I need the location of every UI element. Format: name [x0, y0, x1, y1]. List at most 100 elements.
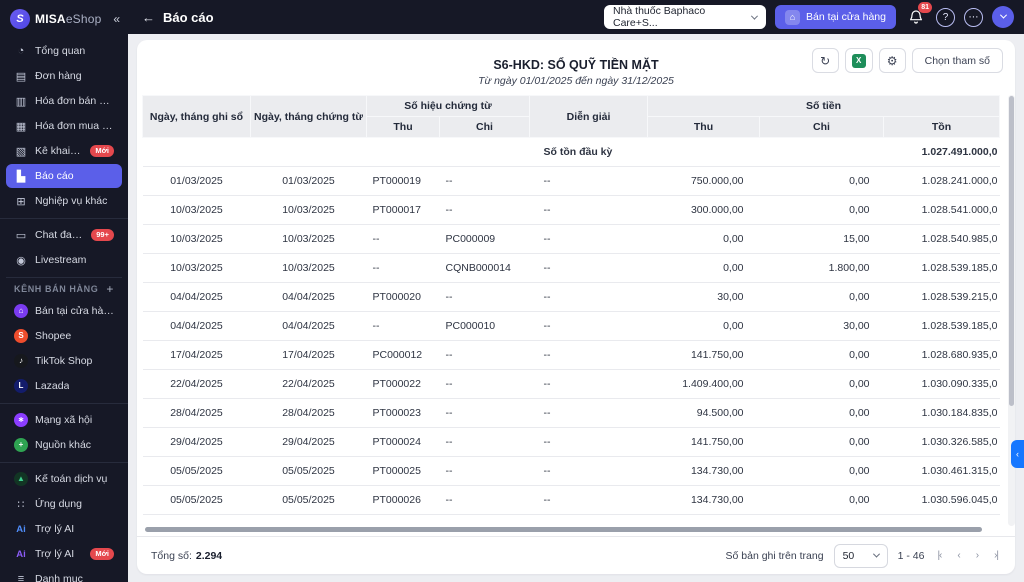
sidebar-item-label: Nghiệp vụ khác — [35, 195, 108, 207]
horizontal-scrollbar[interactable] — [145, 527, 999, 533]
back-arrow-icon[interactable]: ← — [142, 9, 155, 25]
livestream-icon: ◉ — [16, 254, 26, 267]
sidebar-item-nguon-khac[interactable]: + Nguồn khác — [6, 433, 122, 457]
per-page-select[interactable]: 50 — [833, 543, 888, 568]
first-page-button[interactable]: |‹ — [937, 550, 942, 561]
question-icon: ? — [942, 11, 949, 23]
sidebar-item-label: Mạng xã hội — [35, 414, 93, 426]
col-doc-number: Số hiệu chứng từ — [365, 95, 531, 117]
help-button[interactable]: ? — [936, 7, 955, 27]
sidebar-item-label: Hóa đơn mua hàng — [35, 120, 114, 132]
badge: Mới — [90, 548, 114, 560]
brand-bold: MISA — [35, 12, 66, 26]
table-row[interactable]: 10/03/2025 10/03/2025 -- PC000009 -- 0,00 15,0… — [142, 224, 1000, 254]
report-card: ↻ X ⚙ Chọn tham số S6-HKD: SỔ QUỸ TIỀN M… — [137, 40, 1015, 574]
choose-parameters-button[interactable]: Chọn tham số — [911, 48, 1003, 73]
sidebar-group: ⌂ Bán tại cửa hàng S Shopee ♪ TikTok Shop L Laz… — [0, 297, 128, 400]
total-label: Tổng số: — [151, 549, 192, 562]
table-row[interactable]: 10/03/2025 10/03/2025 -- CQNB000014 -- 0,00 1.… — [142, 253, 1000, 283]
sidebar-item-livestream[interactable]: ◉ Livestream — [6, 248, 122, 272]
gear-icon: ⚙ — [886, 53, 898, 68]
sidebar-item-lazada[interactable]: L Lazada — [6, 374, 122, 398]
table-row[interactable]: 10/03/2025 10/03/2025 PT000017 -- -- 300.000,… — [142, 195, 1000, 225]
next-page-button[interactable]: › — [975, 550, 979, 561]
table-row[interactable]: 28/04/2025 28/04/2025 PT000023 -- -- 94.500,0… — [142, 398, 1000, 428]
report-subtitle: Từ ngày 01/01/2025 đến ngày 31/12/2025 — [478, 75, 674, 87]
col-doc-chi: Chi — [438, 116, 531, 138]
table-row[interactable]: 04/04/2025 04/04/2025 -- PC000010 -- 0,00 30,0… — [142, 311, 1000, 341]
sidebar-group: ▭ Chat đa kênh 99+ ◉ Livestream — [0, 218, 128, 274]
sidebar-item-label: Kê khai thuế — [35, 145, 83, 157]
table-row[interactable]: 01/03/2025 01/03/2025 PT000019 -- -- 750.000,… — [142, 166, 1000, 196]
sidebar-group: ∗ Mạng xã hội + Nguồn khác — [0, 403, 128, 459]
page-title: Báo cáo — [163, 9, 214, 25]
sell-at-store-button[interactable]: ⌂ Bán tại cửa hàng — [774, 5, 896, 29]
add-channel-button[interactable]: + — [106, 282, 114, 296]
sidebar-item-label: Trợ lý AI — [35, 548, 75, 560]
sidebar-item-bao-cao[interactable]: ▙ Báo cáo — [6, 164, 122, 188]
vertical-scrollbar[interactable] — [1008, 95, 1015, 526]
sidebar-item-label: Danh mục — [35, 573, 83, 582]
purchase-invoice-icon: ▦ — [15, 120, 27, 133]
sidebar-item-don-hang[interactable]: ▤ Đơn hàng — [6, 64, 122, 88]
sidebar-item-nghiep-vu-khac[interactable]: ⊞ Nghiệp vụ khác — [6, 189, 122, 213]
vertical-scrollbar-thumb[interactable] — [1009, 96, 1014, 407]
sidebar-item-danh-muc[interactable]: ≡ Danh mục — [6, 567, 122, 582]
horizontal-scrollbar-thumb[interactable] — [145, 527, 982, 532]
chevron-down-icon — [872, 550, 880, 558]
last-page-button[interactable]: ›| — [994, 550, 999, 561]
sidebar-item-hoa-don-mua-hang[interactable]: ▦ Hóa đơn mua hàng — [6, 114, 122, 138]
sidebar-collapse-icon[interactable]: « — [113, 12, 120, 26]
apps-grid-icon: ∷ — [17, 498, 25, 511]
profile-menu-button[interactable] — [992, 6, 1014, 28]
export-excel-button[interactable]: X — [844, 48, 873, 73]
sidebar-item-label: Đơn hàng — [35, 70, 82, 82]
table-row[interactable]: 05/05/2025 05/05/2025 PT000025 -- -- 134.730,… — [142, 456, 1000, 486]
sidebar-item-label: Chat đa kênh — [35, 229, 84, 241]
sell-at-store-label: Bán tại cửa hàng — [805, 11, 886, 23]
sidebar-item-tro-ly-ai-2[interactable]: Ai Trợ lý AI Mới — [6, 542, 122, 566]
brand-name: MISAeShop — [35, 12, 102, 26]
sidebar-item-shopee[interactable]: S Shopee — [6, 324, 122, 348]
table-header: Ngày, tháng ghi sổ Ngày, tháng chứng từ … — [142, 95, 1000, 138]
excel-icon: X — [851, 53, 866, 68]
refresh-button[interactable]: ↻ — [811, 48, 839, 73]
sidebar-section-header: KÊNH BÁN HÀNG + — [6, 277, 122, 297]
store-select[interactable]: Nhà thuốc Baphaco Care+S... — [603, 5, 766, 29]
table-row[interactable]: 17/04/2025 17/04/2025 PC000012 -- -- 141.750,… — [142, 340, 1000, 370]
sidebar-item-tiktok-shop[interactable]: ♪ TikTok Shop — [6, 349, 122, 373]
total-value: 2.294 — [195, 549, 223, 562]
table-row[interactable]: 29/04/2025 29/04/2025 PT000024 -- -- 141.750,… — [142, 427, 1000, 457]
badge: 99+ — [91, 229, 114, 241]
table-row[interactable]: 05/05/2025 05/05/2025 PT000026 -- -- 134.730,… — [142, 485, 1000, 515]
opening-balance-label: Số tồn đầu kỳ — [529, 137, 648, 167]
sidebar-item-hoa-don-ban-hang[interactable]: ▥ Hóa đơn bán hàng — [6, 89, 122, 113]
table-row[interactable]: 04/04/2025 04/04/2025 PT000020 -- -- 30,00 0,0… — [142, 282, 1000, 312]
sidebar-item-tro-ly-ai-1[interactable]: Ai Trợ lý AI — [6, 517, 122, 541]
misa-logo-icon: S — [10, 9, 30, 29]
accounting-service-icon: ▲ — [14, 472, 28, 486]
badge: Mới — [90, 145, 114, 157]
previous-page-button[interactable]: ‹ — [957, 550, 960, 561]
sidebar-item-label: Báo cáo — [35, 170, 74, 182]
sidebar-item-label: Trợ lý AI — [35, 523, 75, 535]
side-panel-toggle[interactable]: ‹ — [1011, 440, 1024, 468]
per-page-value: 50 — [842, 549, 855, 562]
topbar: ← Báo cáo Nhà thuốc Baphaco Care+S... ⌂ … — [128, 0, 1024, 34]
report-settings-button[interactable]: ⚙ — [878, 48, 906, 73]
catalog-icon: ≡ — [17, 573, 25, 582]
notifications-button[interactable]: 81 — [905, 2, 932, 28]
logo-row: S MISAeShop « — [0, 3, 128, 35]
table-row[interactable]: 22/04/2025 22/04/2025 PT000022 -- -- 1.409.40… — [142, 369, 1000, 399]
record-range: 1 - 46 — [897, 549, 925, 562]
sidebar-item-ke-khai-thue[interactable]: ▧ Kê khai thuế Mới — [6, 139, 122, 163]
sidebar-item-ban-tai-cua-hang[interactable]: ⌂ Bán tại cửa hàng — [6, 299, 122, 323]
table-zone: Ngày, tháng ghi sổ Ngày, tháng chứng từ … — [137, 95, 1015, 536]
sidebar-item-tong-quan[interactable]: ◔ Tổng quan — [6, 39, 122, 63]
sidebar-item-ke-toan-dich-vu[interactable]: ▲ Kế toán dịch vụ — [6, 467, 122, 491]
sidebar-item-chat-da-kenh[interactable]: ▭ Chat đa kênh 99+ — [6, 223, 122, 247]
sidebar-item-mang-xa-hoi[interactable]: ∗ Mạng xã hội — [6, 408, 122, 432]
sidebar-group: ▲ Kế toán dịch vụ ∷ Ứng dụng Ai Trợ lý AI Ai Tr… — [0, 462, 128, 582]
more-button[interactable]: ⋯ — [964, 7, 983, 27]
sidebar-item-ung-dung[interactable]: ∷ Ứng dụng — [6, 492, 122, 516]
